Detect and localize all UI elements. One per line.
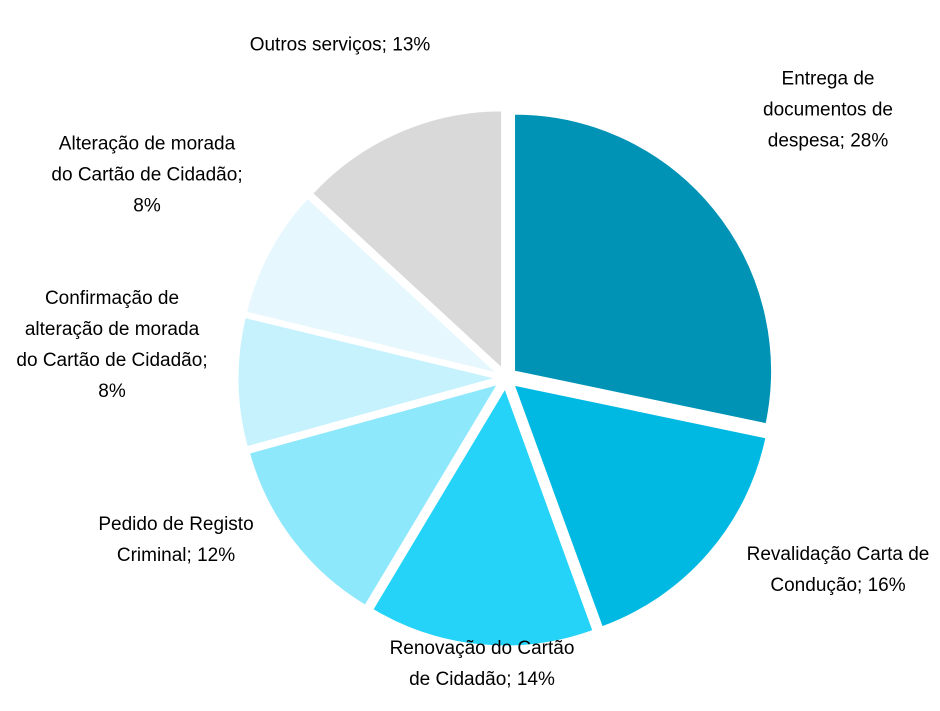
value-label: 13%: [392, 34, 431, 56]
slice-label: Entrega de documentos de despesa; 28%: [748, 64, 908, 157]
category-label: Alteração de morada do Cartão de Cidadão…: [51, 133, 243, 186]
pie-slice: [514, 113, 773, 425]
value-label: 12%: [197, 545, 236, 566]
category-label: Confirmação de alteração de morada do Ca…: [16, 288, 208, 371]
value-label: 8%: [133, 195, 161, 217]
pie-slice: [312, 110, 503, 370]
slice-label: Confirmação de alteração de morada do Ca…: [15, 283, 210, 407]
slice-label: Pedido de Registo Criminal; 12%: [64, 509, 289, 571]
pie-slice: [513, 384, 767, 628]
pie-slice: [372, 387, 594, 647]
value-label: 8%: [98, 381, 126, 402]
category-label: Entrega de documentos de despesa;: [763, 68, 893, 152]
value-label: 14%: [516, 669, 555, 690]
slice-label: Revalidação Carta de Condução; 16%: [731, 539, 940, 601]
category-label: Revalidação Carta de Condução;: [746, 544, 930, 596]
value-label: 28%: [850, 130, 889, 152]
pie-slice: [245, 197, 499, 374]
category-label: Pedido de Registo Criminal;: [98, 514, 254, 566]
slice-label: Alteração de morada do Cartão de Cidadão…: [50, 129, 245, 222]
slice-label: Outros serviços; 13%: [240, 30, 440, 61]
pie-slice: [237, 316, 497, 448]
value-label: 16%: [867, 575, 906, 596]
category-label: Outros serviços;: [249, 34, 387, 56]
pie-slice: [248, 383, 499, 606]
slice-label: Renovação do Cartão de Cidadão; 14%: [380, 633, 585, 695]
category-label: Renovação do Cartão de Cidadão;: [389, 638, 575, 690]
